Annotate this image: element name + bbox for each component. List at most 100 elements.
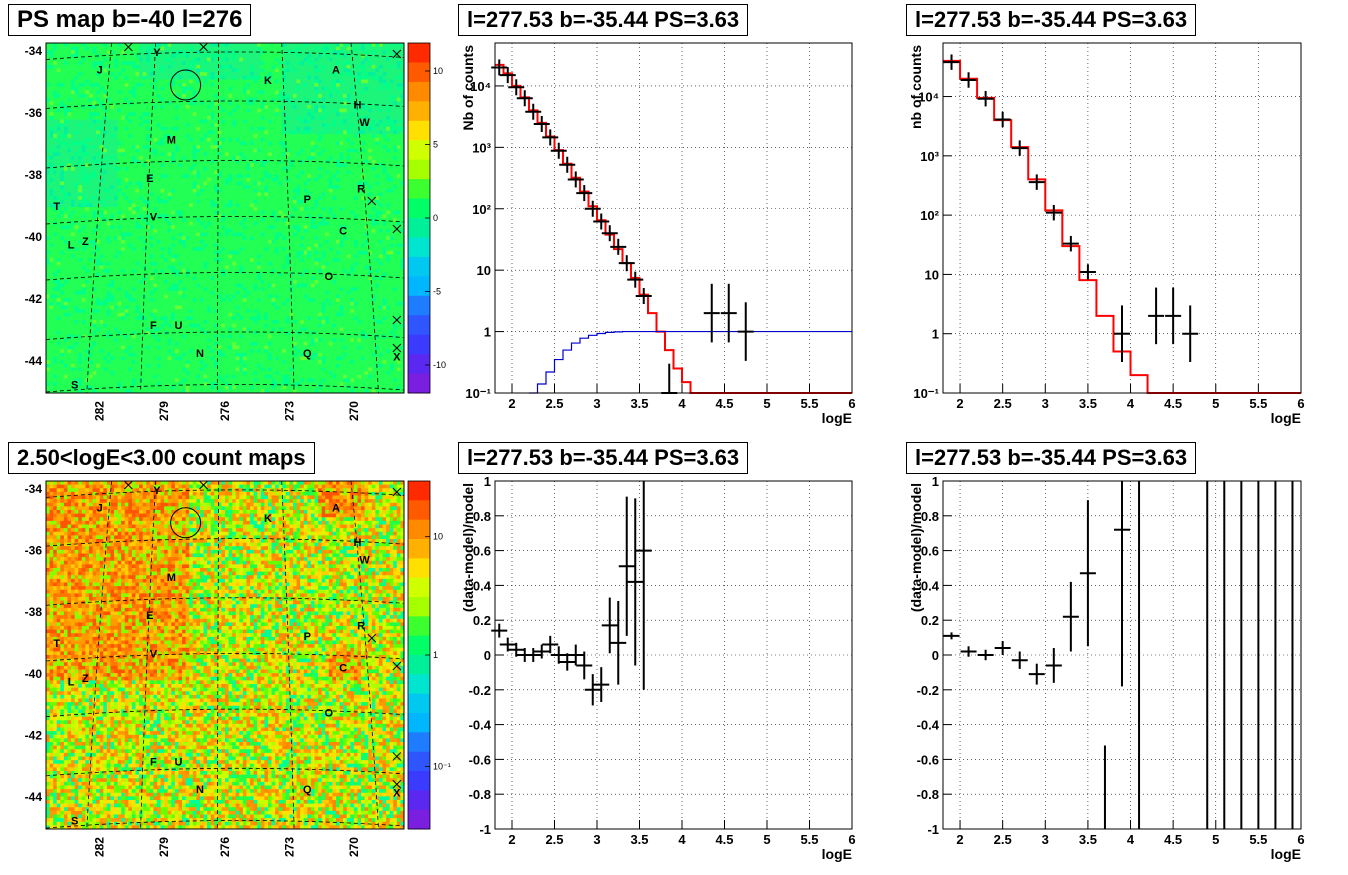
map-top-title: PS map b=-40 l=276 <box>8 4 252 36</box>
res1-xtick-label: 3 <box>593 832 600 847</box>
map-top-xtick-label: 276 <box>218 401 232 421</box>
res1-ytick-label: 0 <box>484 648 491 663</box>
map-bottom-xtick-label: 270 <box>347 837 361 857</box>
map-label-F: F <box>150 756 157 768</box>
res1-ytick-label: -0.2 <box>469 683 491 698</box>
spec2-xtick-label: 5 <box>1212 396 1219 411</box>
map-label-J: J <box>97 502 103 514</box>
res1-plot: 2 2.5 3 3.5 4 4.5 5 5.5 6 -1 -0.8 -0.6 -0.4 -0.2 0 0.2 0… <box>460 474 856 862</box>
spec1-xtick-label: 3.5 <box>630 396 648 411</box>
res1-ytick-label: 1 <box>484 474 491 489</box>
res1-ytick-label: -0.4 <box>469 718 492 733</box>
map-top-parallel <box>45 100 405 109</box>
res1-plot-area <box>495 481 852 829</box>
res2-xtick-label: 6 <box>1297 832 1304 847</box>
map-top-cross-marker <box>392 343 402 353</box>
res2-ytick-label: 1 <box>932 474 939 489</box>
spec2-xtick-label: 2 <box>956 396 963 411</box>
map-label-N: N <box>196 348 204 360</box>
map-top-colorbar-band <box>408 81 430 102</box>
map-bottom-meridian <box>216 480 220 830</box>
res2-frame <box>942 480 1302 830</box>
map-label-W: W <box>359 117 370 129</box>
res1-xtick-label: 4.5 <box>715 832 733 847</box>
map-bottom-xtick-label: 282 <box>93 837 107 857</box>
res2-xtick-label: 4.5 <box>1164 832 1182 847</box>
map-bottom-parallel <box>45 597 405 606</box>
map-bottom-cross-marker <box>199 480 208 490</box>
spec1-ytick-label: 10³ <box>472 140 491 155</box>
map-label-U: U <box>174 320 182 332</box>
res1-xtick-label: 3.5 <box>630 832 648 847</box>
map-bottom-frame <box>45 480 405 830</box>
spec2-xtick-label: 4.5 <box>1164 396 1182 411</box>
res1-ytick-label: -0.8 <box>469 787 491 802</box>
map-label-E: E <box>146 173 153 185</box>
map-bottom-ytick-label: -42 <box>25 728 43 742</box>
map-bottom-cross-marker <box>367 633 377 643</box>
map-top-colorbar-band <box>408 43 430 63</box>
map-top-pixels <box>46 43 405 394</box>
map-top-cross-marker <box>199 42 208 52</box>
map-bottom-ytick-label: -38 <box>25 605 43 619</box>
res2-title: l=277.53 b=-35.44 PS=3.63 <box>906 442 1197 474</box>
map-bottom-colorbar-band <box>408 519 430 540</box>
map-bottom-ytick-label: -44 <box>25 790 43 804</box>
spec1-xtick-label: 4 <box>678 396 686 411</box>
res1-title: l=277.53 b=-35.44 PS=3.63 <box>458 442 749 474</box>
map-label-S: S <box>71 380 78 392</box>
map-top-ytick-label: -42 <box>25 292 43 306</box>
res2-ytick-label: 0.4 <box>921 578 940 593</box>
spec1-ytick-label: 1 <box>484 325 491 340</box>
map-label-Y: Y <box>153 485 161 497</box>
map-label-H: H <box>353 537 361 549</box>
map-bottom-parallel <box>45 489 405 498</box>
map-label-R: R <box>357 184 365 196</box>
map-bottom-colorbar-label: 10⁻¹ <box>433 761 451 771</box>
res1-xtick-label: 2.5 <box>545 832 563 847</box>
spec2-xtick-label: 3 <box>1042 396 1049 411</box>
map-top-colorbar-band <box>408 334 430 355</box>
res2-xtick-label: 5 <box>1212 832 1219 847</box>
map-top-colorbar-band <box>408 159 430 180</box>
res1-ytick-label: 0.8 <box>473 509 491 524</box>
res1-xtick-label: 6 <box>848 832 855 847</box>
map-top: J Y K A HW M E P R T V C L Z O F U N Q X S -34 -36 -38 -40 -42 -44… <box>25 42 446 421</box>
spec1-xlabel: logE <box>822 410 852 426</box>
map-label-C: C <box>339 662 347 674</box>
map-top-colorbar-band <box>408 373 430 394</box>
map-label-A: A <box>332 502 340 514</box>
map-bottom-colorbar-band <box>408 732 430 753</box>
spec1-plot: 2 2.5 3 3.5 4 4.5 5 5.5 6 10⁻¹ 1 10 10² 10³ 10⁴ logE Nb … <box>460 42 856 426</box>
map-bottom-colorbar-band <box>408 751 430 772</box>
map-bottom-colorbar-band <box>408 500 430 521</box>
map-bottom-colorbar-band <box>408 771 430 791</box>
map-top-parallel <box>45 216 405 225</box>
map-bottom-colorbar-band <box>408 713 430 733</box>
res1-ytick-label: -1 <box>479 822 491 837</box>
res1-ytick-label: 0.4 <box>473 578 492 593</box>
map-bottom-ytick-label: -34 <box>25 482 43 496</box>
spec1-xtick-label: 6 <box>848 396 855 411</box>
spec2-xtick-label: 6 <box>1297 396 1304 411</box>
spec2-xtick-label: 3.5 <box>1079 396 1097 411</box>
map-label-L: L <box>68 676 75 688</box>
map-top-colorbar: 10 5 0 -5 -10 <box>407 42 446 394</box>
map-top-colorbar-band <box>408 256 430 277</box>
map-top-ytick-label: -38 <box>25 168 43 182</box>
map-label-O: O <box>325 271 334 283</box>
map-label-X: X <box>393 352 401 364</box>
map-top-colorbar-band <box>408 315 430 336</box>
map-top-colorbar-band <box>408 101 430 122</box>
map-bottom-cross-marker <box>392 661 402 671</box>
res2-ytick-label: -0.4 <box>917 718 940 733</box>
map-top-parallel <box>45 51 405 60</box>
res2-xtick-label: 2.5 <box>994 832 1012 847</box>
spec1-plot-area <box>495 43 852 393</box>
map-top-ytick-label: -36 <box>25 106 43 120</box>
map-label-V: V <box>150 212 158 224</box>
map-bottom-parallel <box>45 820 405 829</box>
map-bottom-ytick-label: -40 <box>25 667 43 681</box>
spec1-ytick-label: 10⁻¹ <box>465 386 491 401</box>
map-bottom-xtick-label: 276 <box>218 837 232 857</box>
